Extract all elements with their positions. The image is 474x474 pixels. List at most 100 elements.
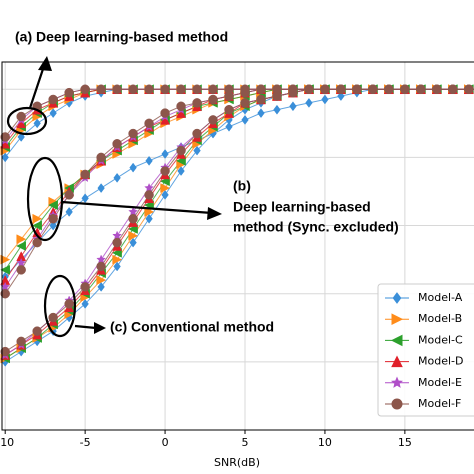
marker — [48, 312, 58, 323]
marker — [192, 84, 202, 95]
x-axis-label: SNR(dB) — [214, 456, 260, 469]
marker — [320, 84, 330, 95]
x-tick-label: 5 — [242, 436, 249, 449]
ellipse — [6, 106, 48, 136]
legend-marker — [391, 313, 404, 326]
x-tick-label: -10 — [0, 436, 14, 449]
marker — [32, 213, 43, 224]
marker — [192, 98, 202, 108]
marker — [128, 230, 139, 241]
marker — [208, 94, 218, 105]
marker — [432, 84, 442, 95]
marker — [288, 87, 298, 98]
marker — [144, 118, 154, 129]
marker — [321, 94, 329, 105]
annotation: Deep learning-based — [233, 199, 371, 215]
marker — [352, 84, 362, 95]
marker — [224, 91, 234, 101]
marker — [160, 183, 171, 193]
marker — [336, 84, 346, 95]
marker — [64, 87, 74, 98]
arrowhead — [207, 207, 222, 220]
marker — [96, 84, 106, 94]
legend-marker — [391, 355, 403, 368]
marker — [16, 265, 26, 275]
marker — [160, 166, 170, 176]
marker — [49, 108, 57, 119]
marker — [96, 275, 107, 285]
callouts — [6, 62, 213, 338]
annotation: (a) Deep learning-based method — [15, 29, 228, 45]
marker — [128, 128, 138, 139]
marker — [304, 84, 314, 95]
ticks: -10 -5 0 5 10 15 — [0, 430, 412, 449]
marker — [0, 264, 10, 275]
legend-marker — [391, 376, 403, 388]
marker — [48, 94, 58, 105]
marker — [128, 206, 138, 217]
marker — [144, 190, 154, 200]
marker — [176, 145, 186, 156]
marker — [128, 84, 138, 95]
marker — [0, 132, 10, 142]
marker — [0, 288, 10, 299]
marker — [80, 84, 90, 95]
marker — [33, 118, 41, 129]
marker — [464, 84, 474, 95]
marker — [80, 282, 90, 292]
annotation: method (Sync. excluded) — [233, 219, 399, 235]
marker — [272, 91, 282, 101]
marker — [176, 101, 186, 112]
legend-label: Model-D — [418, 355, 463, 368]
marker — [32, 326, 42, 336]
marker — [256, 94, 266, 105]
marker — [112, 254, 123, 265]
marker — [448, 84, 458, 95]
marker — [368, 84, 378, 95]
marker — [145, 155, 153, 166]
arrowhead — [94, 322, 106, 334]
marker — [64, 190, 74, 200]
annotation: (c) Conventional method — [110, 319, 274, 335]
marker — [160, 84, 170, 95]
marker — [160, 108, 170, 118]
marker — [240, 87, 250, 98]
marker — [144, 207, 155, 217]
marker — [400, 84, 410, 95]
arrowheads — [38, 56, 222, 334]
marker — [161, 149, 169, 159]
x-tick-label: 15 — [398, 436, 412, 449]
marker — [16, 336, 26, 347]
marker — [16, 257, 27, 268]
marker — [64, 299, 74, 309]
marker — [1, 152, 9, 163]
marker — [384, 84, 394, 95]
x-tick-label: 0 — [162, 436, 169, 449]
marker — [16, 241, 26, 251]
marker — [416, 84, 426, 95]
arrow — [61, 200, 213, 215]
marker — [32, 237, 42, 248]
ellipse — [26, 156, 64, 242]
marker — [80, 169, 90, 180]
marker — [97, 183, 105, 193]
marker — [16, 234, 27, 245]
marker — [97, 281, 105, 292]
marker — [192, 128, 202, 139]
marker — [96, 152, 106, 163]
marker — [49, 220, 57, 231]
marker — [305, 97, 313, 108]
x-tick-label: -5 — [80, 436, 91, 449]
marker — [273, 104, 281, 115]
marker — [177, 166, 185, 176]
marker — [129, 237, 137, 248]
marker — [145, 213, 153, 224]
marker — [112, 230, 123, 240]
marker — [256, 84, 266, 95]
marker — [112, 84, 122, 95]
marker — [240, 98, 250, 108]
marker — [289, 101, 297, 112]
legend-marker — [391, 398, 403, 410]
arrow — [28, 62, 47, 109]
